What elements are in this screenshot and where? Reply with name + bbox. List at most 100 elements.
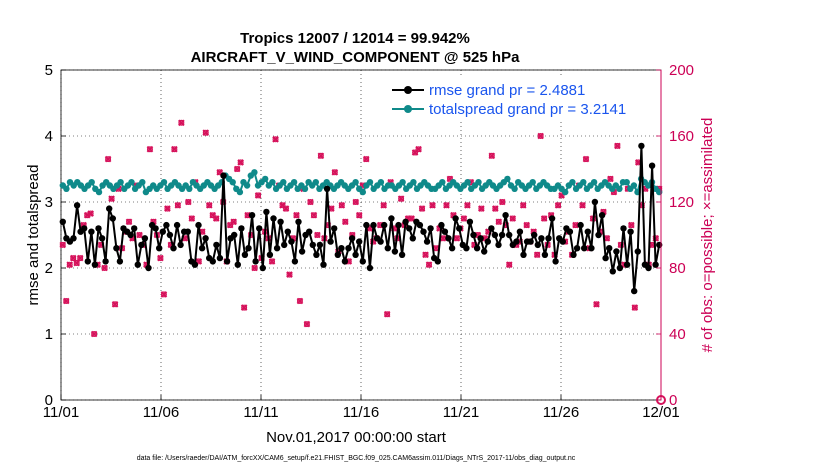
series-point: [348, 235, 356, 242]
obs-count-marker: [338, 201, 346, 209]
series-point: [145, 264, 152, 272]
series-point: [291, 258, 299, 265]
series-point: [620, 225, 627, 232]
legend-spread-marker: [404, 105, 412, 113]
series-point: [156, 245, 163, 252]
series-point: [229, 179, 236, 186]
series-point: [384, 245, 391, 252]
obs-count-marker: [178, 119, 185, 127]
series-point: [241, 251, 249, 258]
series-point: [295, 218, 302, 225]
series-point: [441, 228, 449, 235]
series-point: [473, 245, 481, 252]
series-point: [95, 225, 102, 232]
series-point: [545, 235, 552, 242]
obs-count-marker: [87, 210, 94, 217]
legend: rmse grand pr = 2.4881 totalspread grand…: [388, 76, 658, 120]
series-point: [580, 179, 587, 186]
series-point: [184, 228, 191, 235]
series-point: [516, 228, 524, 235]
obs-count-marker: [69, 254, 77, 262]
series-point: [548, 215, 556, 222]
obs-count-marker: [331, 168, 339, 176]
obs-count-marker: [572, 221, 579, 229]
series-point: [488, 225, 495, 232]
series-point: [243, 182, 251, 189]
obs-count-marker: [164, 205, 171, 212]
series-point: [573, 245, 581, 252]
series-point: [416, 221, 424, 229]
series-point: [116, 258, 124, 265]
series-point: [511, 185, 518, 192]
obs-count-marker: [628, 221, 635, 229]
y-left-tick-label: 0: [45, 392, 53, 409]
x-tick-label: 11/21: [443, 404, 479, 421]
obs-count-marker: [408, 215, 415, 222]
series-point: [477, 235, 484, 242]
obs-count-marker: [282, 205, 290, 212]
series-point: [552, 258, 559, 265]
series-point: [234, 261, 241, 268]
series-point: [252, 258, 259, 265]
series-point: [177, 241, 184, 249]
obs-count-marker: [443, 201, 450, 209]
series-point: [213, 241, 220, 249]
obs-count-marker: [310, 211, 318, 219]
series-point: [534, 241, 541, 249]
series-point: [313, 251, 320, 258]
series-point: [106, 205, 113, 212]
x-axis-label: Nov.01,2017 00:00:00 start: [266, 429, 447, 446]
series-point: [160, 179, 168, 186]
series-point: [198, 245, 206, 252]
series-point: [409, 235, 416, 242]
obs-count-marker: [293, 211, 300, 219]
series-point: [134, 261, 141, 268]
series-point: [88, 179, 95, 186]
x-axis-ticks: 11/01 11/06 11/11 11/16 11/21 11/26 12/01: [43, 395, 680, 421]
y-right-tick-label: 0: [669, 392, 677, 409]
obs-count-marker: [362, 155, 370, 163]
series-point: [109, 215, 117, 222]
series-point: [498, 231, 506, 239]
series-point: [84, 258, 92, 265]
obs-count-marker: [233, 165, 241, 173]
series-point: [381, 221, 388, 229]
y-axis-right-ticks: 0 40 80 120 160 200: [656, 62, 694, 409]
obs-count-marker: [341, 218, 349, 226]
series-point: [91, 261, 99, 268]
y-left-tick-label: 3: [45, 194, 53, 211]
series-point: [127, 231, 134, 239]
series-point: [466, 218, 474, 225]
obs-count-marker: [251, 264, 258, 272]
obs-count-marker: [352, 198, 360, 206]
series-point: [439, 179, 446, 186]
series-point: [195, 221, 202, 229]
series-point: [391, 248, 399, 255]
obs-count-marker: [397, 195, 405, 203]
series-point: [359, 188, 366, 196]
series-point: [231, 231, 238, 239]
obs-count-marker: [495, 218, 503, 226]
obs-count-marker: [76, 254, 84, 262]
series-point: [566, 228, 574, 235]
series-point: [288, 238, 295, 245]
series-point: [284, 228, 291, 235]
y-right-tick-label: 40: [669, 326, 686, 343]
series-point: [251, 169, 258, 176]
y-left-tick-label: 1: [45, 326, 53, 343]
series-point: [377, 238, 384, 245]
obs-count-marker: [160, 291, 168, 298]
data-file-footnote: data file: /Users/raeder/DAI/ATM_forcXX/…: [137, 455, 576, 462]
series-point: [238, 225, 245, 232]
series-point: [186, 185, 193, 192]
series-point: [173, 221, 181, 229]
obs-count-marker: [254, 192, 262, 199]
series-point: [616, 185, 623, 192]
series-point: [463, 245, 470, 252]
obs-count-marker: [59, 241, 67, 249]
obs-count-marker: [593, 300, 600, 308]
obs-count-marker: [582, 155, 590, 163]
series-point: [331, 225, 338, 232]
series-point: [309, 241, 316, 249]
obs-count-marker: [460, 215, 468, 222]
